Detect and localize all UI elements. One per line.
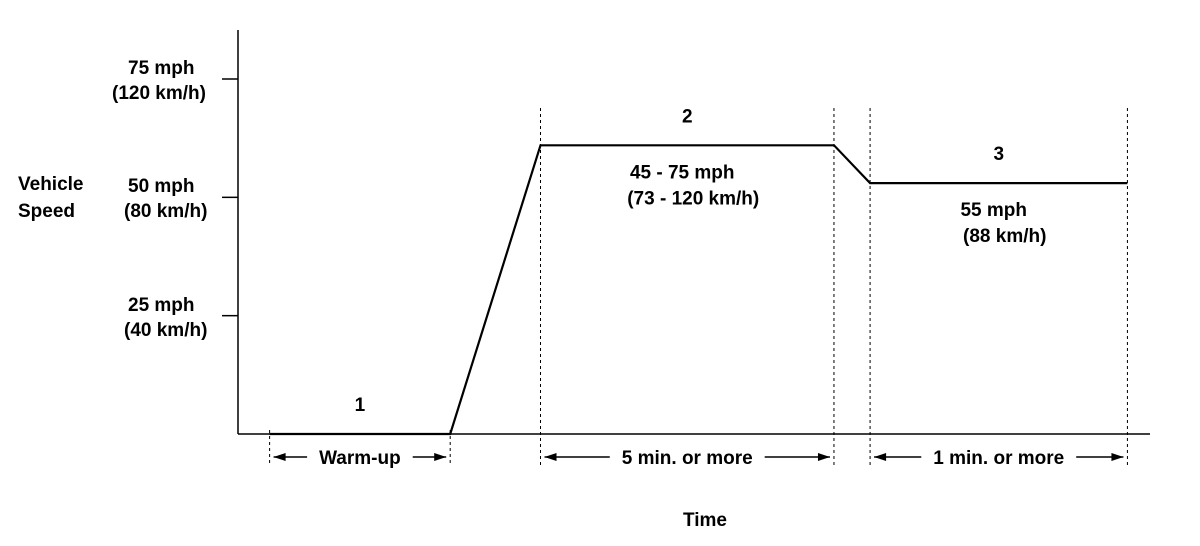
phase-2-speed-label-2: (73 - 120 km/h) [627,188,759,209]
phase-3-arrowhead-right [1111,453,1124,461]
y-tick-label-50-kmh: (80 km/h) [124,201,207,222]
phase-2-speed-label-1: 45 - 75 mph [630,162,735,183]
phase-1-arrowhead-right [434,453,447,461]
phase-3-number: 3 [993,144,1004,165]
phase-3-duration-label: 1 min. or more [933,448,1064,469]
phase-2-arrowhead-left [544,453,557,461]
phase-1-duration-label: Warm-up [319,448,401,469]
phase-1-number: 1 [355,395,366,416]
y-tick-label-75-kmh: (120 km/h) [112,83,206,104]
phase-3-speed-label-1: 55 mph [960,200,1027,221]
phase-3-speed-label-2: (88 km/h) [963,226,1046,247]
phase-2-number: 2 [682,106,693,127]
y-tick-label-50-mph: 50 mph [128,176,195,197]
y-axis-label-line-2: Speed [18,201,75,222]
speed-profile-line [269,144,1128,436]
x-axis-label: Time [683,510,727,531]
phase-2-duration-label: 5 min. or more [622,448,753,469]
phase-3-arrowhead-left [874,453,887,461]
y-tick-label-25-kmh: (40 km/h) [124,320,207,341]
phase-1-arrowhead-left [273,453,286,461]
y-tick-label-75-mph: 75 mph [128,58,195,79]
y-tick-label-25-mph: 25 mph [128,295,195,316]
y-axis-label-line-1: Vehicle [18,174,84,195]
phase-2-arrowhead-right [817,453,830,461]
